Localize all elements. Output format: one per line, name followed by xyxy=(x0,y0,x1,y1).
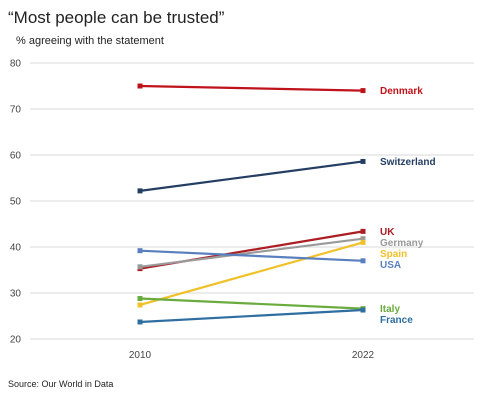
data-point-marker xyxy=(137,83,143,89)
series-uk xyxy=(137,228,366,272)
series-line xyxy=(139,160,364,192)
series-line xyxy=(139,308,364,324)
y-tick-label: 40 xyxy=(10,243,22,254)
x-tick-label: 2010 xyxy=(129,350,152,361)
source-note: Source: Our World in Data xyxy=(8,379,113,389)
chart-title: “Most people can be trusted” xyxy=(8,8,225,27)
series-line xyxy=(139,84,364,92)
series-france xyxy=(137,307,366,325)
y-tick-label: 80 xyxy=(10,59,22,70)
series-spain xyxy=(137,239,366,308)
data-point-marker xyxy=(360,236,366,242)
series-line xyxy=(139,297,364,310)
x-tick-label: 2022 xyxy=(352,350,375,361)
y-tick-label: 20 xyxy=(10,335,22,346)
y-tick-label: 70 xyxy=(10,105,22,116)
data-point-marker xyxy=(360,307,366,313)
y-tick-label: 50 xyxy=(10,197,22,208)
data-point-marker xyxy=(137,302,143,308)
series-label-usa: USA xyxy=(380,260,401,271)
data-point-marker xyxy=(137,264,143,270)
series-usa xyxy=(137,248,366,264)
data-point-marker xyxy=(137,296,143,302)
y-tick-label: 30 xyxy=(10,289,22,300)
series-label-germany: Germany xyxy=(380,238,424,249)
series-lines xyxy=(137,83,366,325)
series-label-switzerland: Switzerland xyxy=(380,157,436,168)
series-italy xyxy=(137,296,366,312)
x-axis-ticks: 2010 2022 xyxy=(129,350,375,361)
series-label-spain: Spain xyxy=(380,249,407,260)
series-germany xyxy=(137,236,366,270)
series-denmark xyxy=(137,83,366,94)
y-tick-label: 60 xyxy=(10,151,22,162)
data-point-marker xyxy=(360,88,366,94)
data-point-marker xyxy=(137,248,143,254)
series-label-italy: Italy xyxy=(380,304,400,315)
gridlines xyxy=(30,62,474,340)
data-point-marker xyxy=(360,239,366,245)
series-label-france: France xyxy=(380,315,413,326)
series-label-denmark: Denmark xyxy=(380,86,423,97)
data-point-marker xyxy=(137,188,143,194)
series-switzerland xyxy=(137,158,366,194)
series-label-uk: UK xyxy=(380,227,395,238)
series-line xyxy=(139,249,364,262)
data-point-marker xyxy=(360,228,366,234)
chart-subtitle: % agreeing with the statement xyxy=(16,35,164,47)
y-axis-ticks: 20 30 40 50 60 70 80 xyxy=(10,59,22,346)
data-point-marker xyxy=(137,319,143,325)
data-point-marker xyxy=(360,258,366,264)
series-line xyxy=(139,241,364,307)
data-point-marker xyxy=(360,158,366,164)
series-line xyxy=(139,237,364,268)
